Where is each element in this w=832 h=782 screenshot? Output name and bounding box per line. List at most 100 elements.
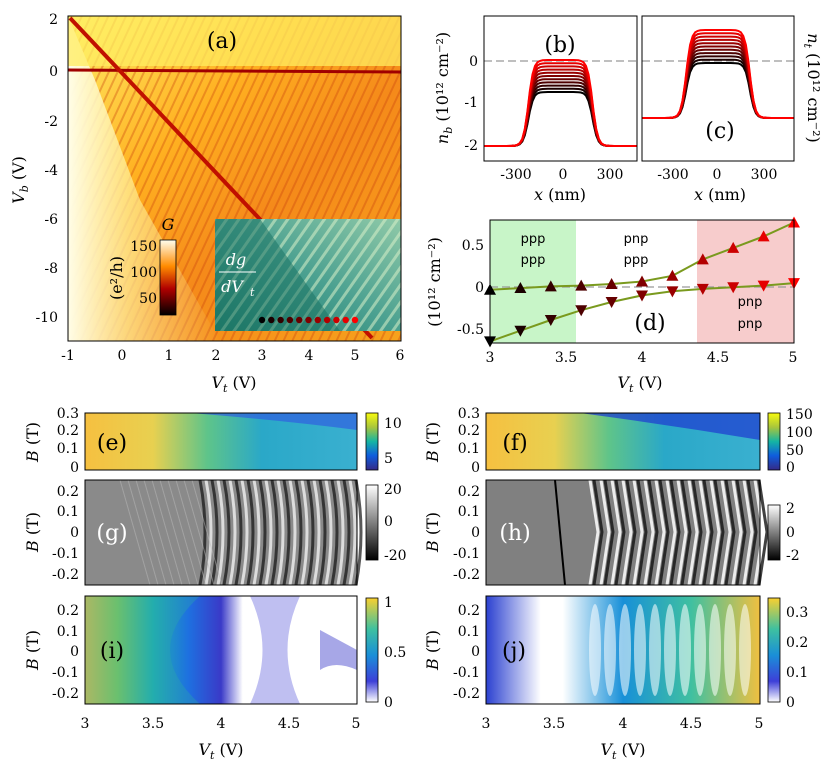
fringe-line bbox=[210, 479, 219, 586]
panel-i-heatmap bbox=[85, 596, 357, 704]
up-triangle-marker bbox=[696, 253, 709, 265]
fringe-line bbox=[288, 479, 297, 586]
fringe-line bbox=[282, 479, 291, 586]
fringe-line bbox=[167, 479, 199, 586]
x-tick: 300 bbox=[597, 167, 624, 183]
panel-j: (j) 0.3 0.2 0.1 0 0.2 0.1 0 -0.1 -0.2 B … bbox=[423, 595, 808, 762]
fringe-line bbox=[676, 479, 688, 586]
cbar-tick: -20 bbox=[384, 548, 407, 564]
fringe-line bbox=[222, 479, 231, 586]
region-label: ppp bbox=[521, 232, 546, 247]
lobe-gap bbox=[664, 604, 676, 696]
fringe-line bbox=[127, 479, 159, 586]
cbar-tick: 0 bbox=[786, 460, 795, 476]
down-triangle-marker bbox=[636, 290, 648, 302]
x-tick: 6 bbox=[396, 348, 405, 364]
colorbar-title: G bbox=[162, 215, 175, 234]
panel-f: (f) 150 100 50 0 0.3 0.2 0.1 0 B (T) bbox=[423, 406, 813, 476]
panel-e: (e) 10 5 0.3 0.2 0.1 0 B (T) bbox=[23, 406, 402, 476]
y-tick: 0.2 bbox=[458, 423, 480, 439]
fringe-line bbox=[234, 479, 243, 586]
y-tick: 0 bbox=[469, 54, 478, 70]
fringe-line bbox=[709, 479, 721, 586]
panel-a-yticks: 2 0 -2 -4 -6 -8 -10 bbox=[35, 12, 58, 326]
fringe-line bbox=[636, 479, 648, 586]
fringe-line bbox=[724, 479, 736, 586]
y-tick: 0.2 bbox=[57, 484, 79, 500]
x-tick: 5 bbox=[352, 716, 361, 732]
x-tick: -300 bbox=[657, 167, 688, 183]
fringe-line bbox=[159, 479, 191, 586]
region-label: pnp bbox=[738, 295, 763, 310]
fringe-line bbox=[603, 479, 615, 586]
y-tick: 0 bbox=[471, 525, 480, 541]
panel-a-top-band bbox=[68, 16, 401, 66]
down-triangle-marker bbox=[544, 315, 557, 327]
voltage-dot bbox=[305, 316, 312, 324]
fringe-line bbox=[246, 479, 255, 586]
cbar-tick: 100 bbox=[786, 425, 813, 441]
lobe-gap bbox=[619, 604, 631, 696]
fringe-line bbox=[228, 479, 237, 586]
x-tick: 4 bbox=[305, 348, 314, 364]
panel-c-ylabel: nt (10¹² cm⁻²) bbox=[801, 33, 823, 143]
panel-h-fringes bbox=[554, 479, 769, 586]
panel-f-label: (f) bbox=[502, 431, 527, 456]
panel-h: (h) 2 0 -2 0.2 0.1 0 -0.1 -0.2 B (T) bbox=[423, 479, 800, 586]
fringe-line bbox=[687, 479, 699, 586]
down-triangle-marker bbox=[605, 297, 618, 308]
lobe-gap bbox=[604, 604, 616, 696]
y-tick: 0 bbox=[471, 460, 480, 476]
voltage-dot bbox=[258, 316, 266, 324]
fringe-line bbox=[270, 479, 279, 586]
y-tick: -0.5 bbox=[457, 322, 484, 338]
panel-a: (a) G 150 100 50 (e²/h) dg dV t -1 0 1 2… bbox=[9, 12, 405, 395]
panel-c-curves bbox=[642, 29, 794, 119]
panel-c-xlabel: x (nm) bbox=[694, 185, 746, 204]
panel-i-colorbar bbox=[365, 597, 379, 703]
y-tick: 0.1 bbox=[458, 441, 480, 457]
colorbar-tick: 100 bbox=[130, 265, 157, 281]
inset-label-denominator: dV bbox=[221, 277, 244, 296]
fringe-line bbox=[183, 479, 215, 586]
y-tick: 0 bbox=[49, 64, 58, 80]
panel-e-frame bbox=[84, 412, 358, 471]
y-tick: -0.2 bbox=[52, 567, 79, 583]
panel-j-lobes bbox=[589, 604, 751, 696]
fringe-line bbox=[119, 479, 151, 586]
panel-a-frame bbox=[67, 15, 402, 342]
fringe-line bbox=[665, 479, 677, 586]
up-triangle-marker bbox=[727, 241, 740, 253]
fringe-line bbox=[625, 479, 637, 586]
y-tick: -0.2 bbox=[453, 686, 480, 702]
fringe-line bbox=[198, 479, 207, 586]
fringe-line bbox=[258, 479, 267, 586]
y-tick: 0.2 bbox=[458, 484, 480, 500]
panel-g: (g) 20 0 -20 0.2 0.1 0 -0.1 -0.2 B (T) bbox=[23, 479, 407, 586]
panel-h-label: (h) bbox=[499, 521, 530, 546]
down-triangle-marker bbox=[727, 282, 740, 294]
down-triangle-marker bbox=[575, 305, 588, 317]
fringe-line bbox=[554, 479, 566, 586]
fringe-line bbox=[342, 479, 351, 586]
fringe-line bbox=[702, 479, 714, 586]
x-tick: 0 bbox=[559, 167, 568, 183]
panel-j-xlabel: Vt (V) bbox=[600, 740, 645, 762]
voltage-dot bbox=[351, 316, 359, 324]
region-label: ppp bbox=[521, 253, 546, 268]
cbar-tick: 20 bbox=[384, 482, 402, 498]
x-tick: 4.5 bbox=[278, 716, 300, 732]
inset-label-sub: t bbox=[250, 286, 255, 299]
y-tick: -10 bbox=[35, 310, 58, 326]
density-curve bbox=[484, 59, 637, 147]
cbar-tick: 0 bbox=[384, 695, 393, 711]
panel-h-ylabel: B (T) bbox=[423, 512, 442, 553]
fringe-line bbox=[318, 479, 327, 586]
panel-a-xlabel: Vt (V) bbox=[211, 373, 256, 395]
up-triangle-marker bbox=[575, 279, 588, 291]
y-tick: 0.1 bbox=[458, 504, 480, 520]
y-tick: -2 bbox=[464, 138, 478, 154]
y-tick: -0.1 bbox=[52, 665, 79, 681]
fringe-line bbox=[276, 479, 285, 586]
panel-f-frame bbox=[485, 412, 761, 471]
